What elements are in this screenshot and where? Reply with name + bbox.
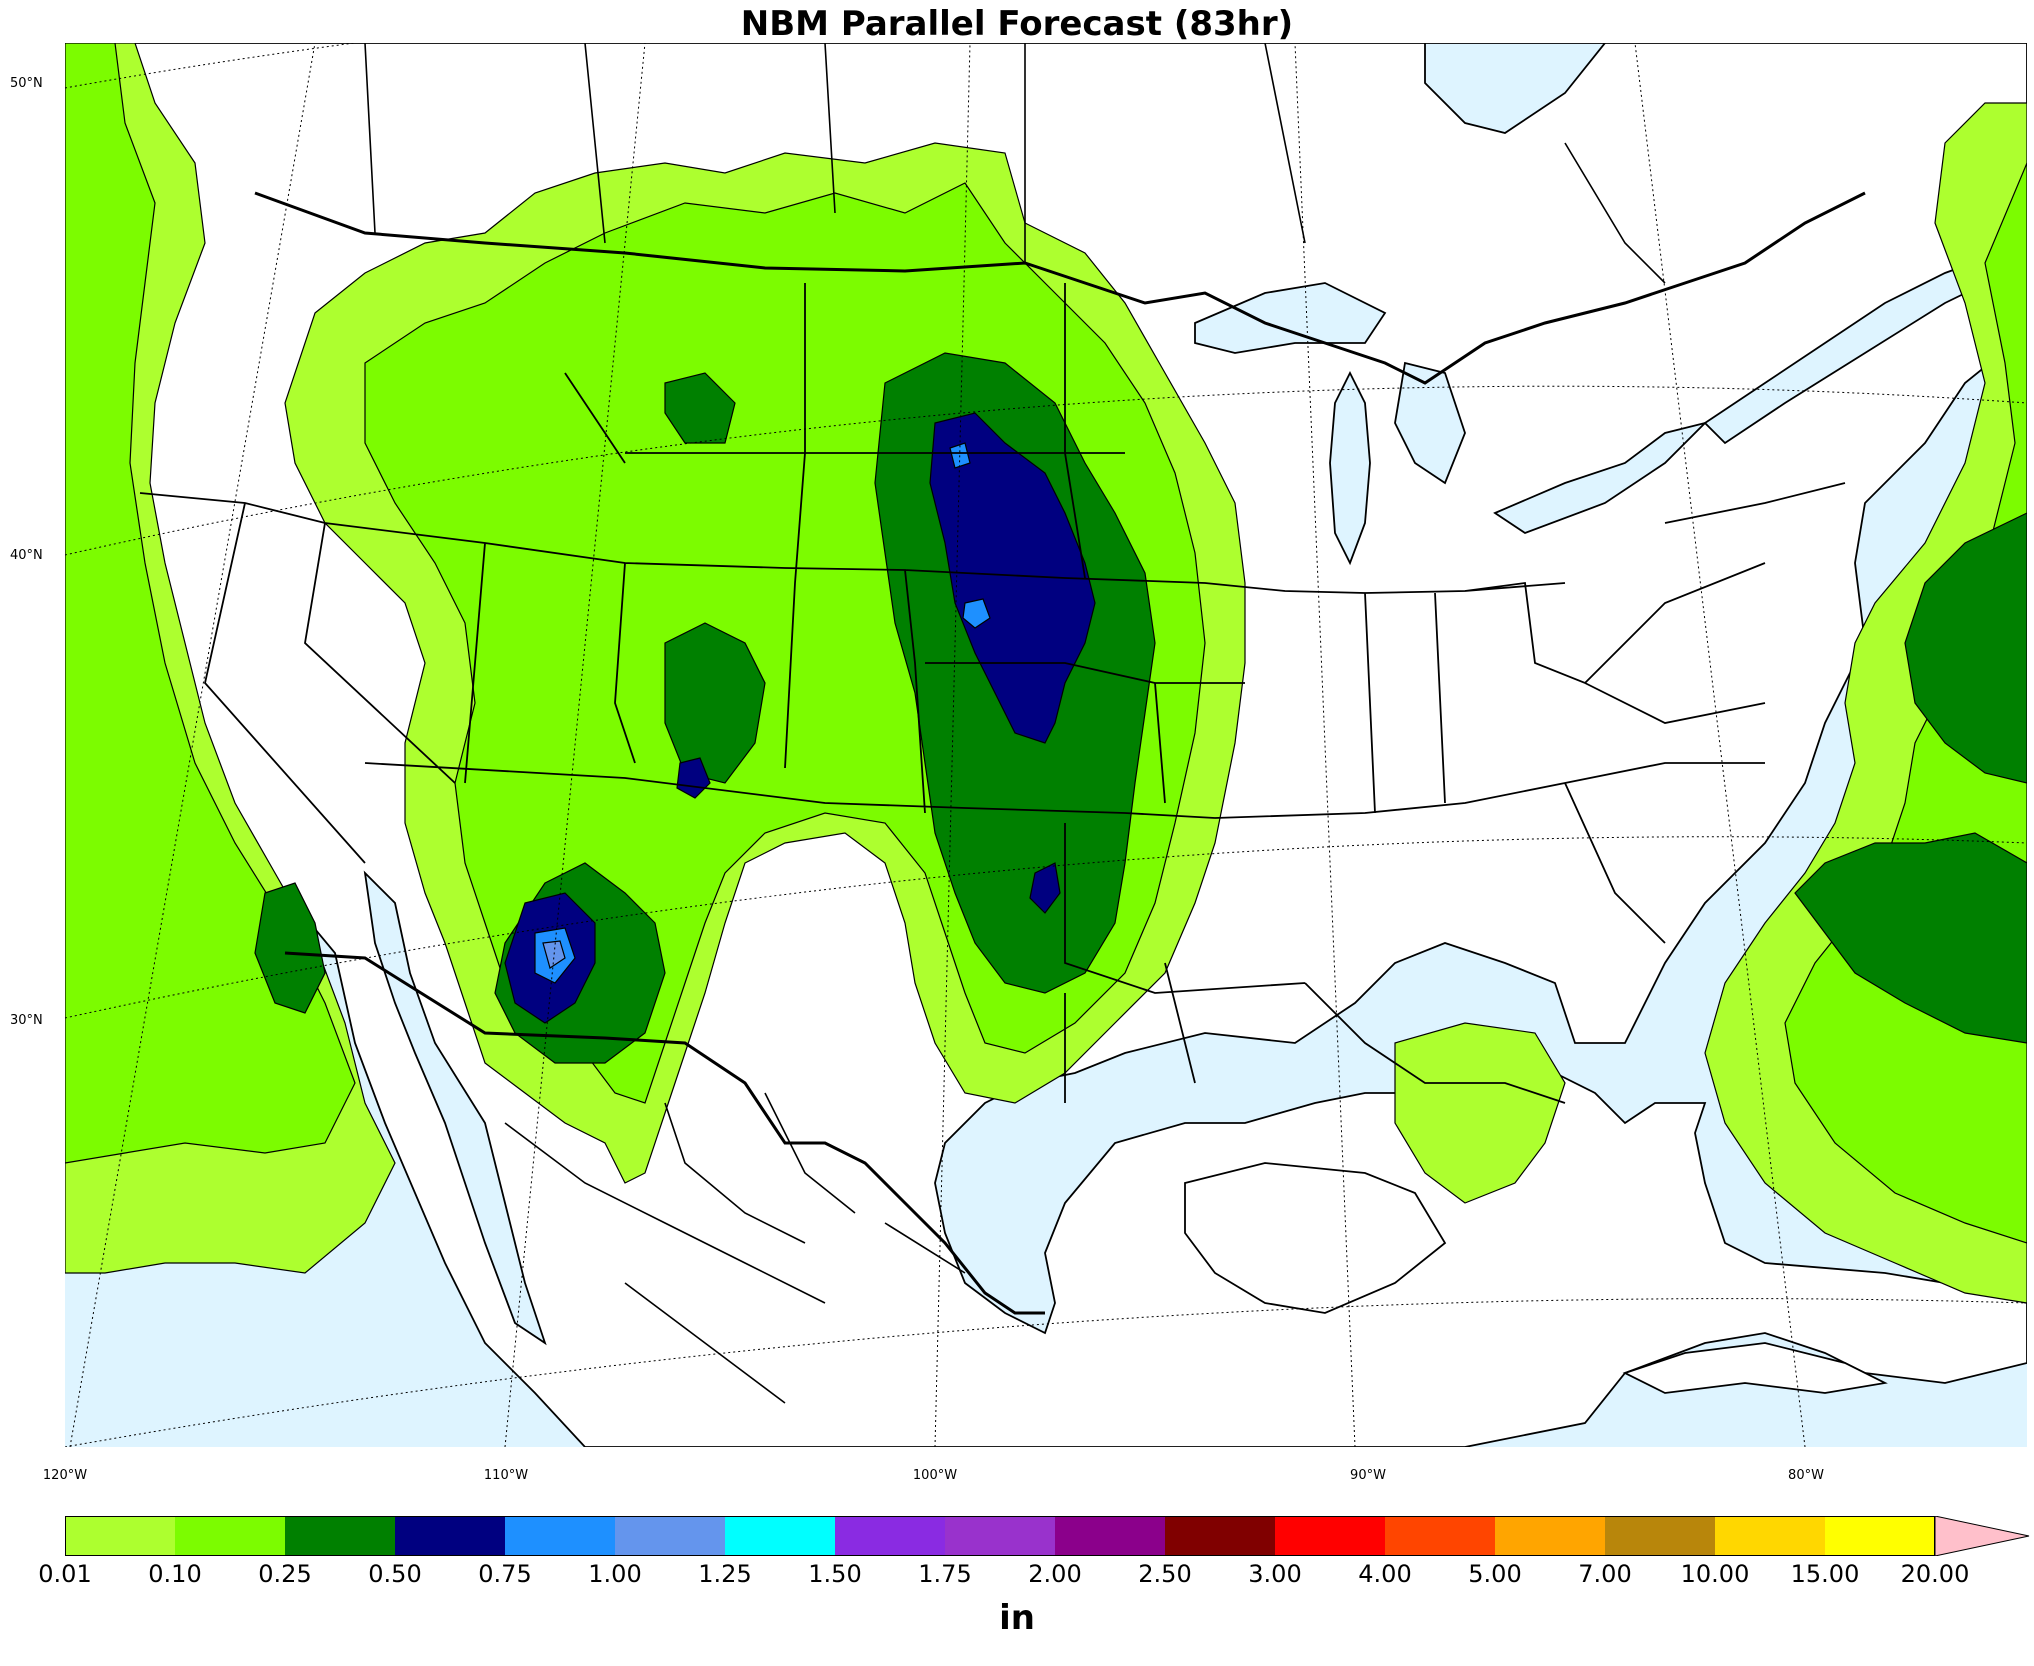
- colorbar-tick-label: 10.00: [1680, 1560, 1750, 1588]
- colorbar-swatch: [615, 1516, 726, 1556]
- precip-field-0.50: [929, 412, 1096, 744]
- precip-field-0.25: [1794, 832, 2027, 1044]
- meridian-110w: [504, 43, 646, 1447]
- colorbar-tick-label: 1.75: [918, 1560, 972, 1588]
- colorbar-swatch: [1495, 1516, 1606, 1556]
- graticule: [65, 43, 2027, 1447]
- hudson-bay-water: [1424, 43, 1607, 134]
- colorbar-swatch: [1605, 1516, 1716, 1556]
- colorbar-swatch: [65, 1516, 176, 1556]
- lon-label-100w: 100°W: [912, 1468, 958, 1483]
- colorbar-tick-label: 0.10: [148, 1560, 202, 1588]
- colorbar-tick-label: 0.25: [258, 1560, 312, 1588]
- colorbar-swatch: [1165, 1516, 1276, 1556]
- meridian-90w: [1294, 43, 1356, 1447]
- canada-province-borders: [364, 43, 1666, 284]
- colorbar-swatch: [1825, 1516, 1936, 1556]
- parallel-20n: [65, 1298, 2027, 1447]
- baja-gulf-water: [363, 870, 547, 1346]
- lon-label-120w: 120°W: [42, 1468, 88, 1483]
- parallel-40n: [65, 385, 2027, 556]
- colorbar: [65, 1516, 2030, 1556]
- meridian-100w: [934, 43, 971, 1447]
- colorbar-swatch: [1385, 1516, 1496, 1556]
- precip-field-0.75: [962, 598, 991, 629]
- colorbar-swatch: [835, 1516, 946, 1556]
- colorbar-tick-label: 15.00: [1790, 1560, 1860, 1588]
- lake-huron: [1394, 361, 1466, 485]
- lake-superior: [1194, 282, 1387, 354]
- colorbar-tick-label: 2.00: [1028, 1560, 1082, 1588]
- precip-field-0.25: [1904, 512, 2027, 784]
- state-borders: [139, 283, 1846, 1104]
- colorbar-swatch: [505, 1516, 616, 1556]
- lon-label-80w: 80°W: [1788, 1468, 1824, 1483]
- map-title: NBM Parallel Forecast (83hr): [740, 4, 1294, 44]
- colorbar-extend-arrow: [1934, 1516, 2030, 1556]
- colorbar-swatch: [1715, 1516, 1826, 1556]
- mexico-state-borders: [504, 1092, 966, 1404]
- precip-field-0.50: [1029, 862, 1061, 914]
- colorbar-tick-label: 1.25: [698, 1560, 752, 1588]
- colorbar-tick-label: 0.75: [478, 1560, 532, 1588]
- colorbar-swatch: [725, 1516, 836, 1556]
- colorbar-tick-label: 1.00: [588, 1560, 642, 1588]
- parallel-30n: [65, 836, 2027, 1019]
- colorbar-swatch: [175, 1516, 286, 1556]
- colorbar-tick-label: 7.00: [1578, 1560, 1632, 1588]
- lat-label-50n: 50°N: [10, 76, 43, 91]
- lat-label-30n: 30°N: [10, 1013, 43, 1028]
- colorbar-tick-label: 0.50: [368, 1560, 422, 1588]
- lon-label-90w: 90°W: [1350, 1468, 1386, 1483]
- precip-field-1.00: [542, 940, 566, 969]
- yucatan-land: [1184, 1162, 1447, 1314]
- colorbar-swatch: [395, 1516, 506, 1556]
- colorbar-swatch: [1055, 1516, 1166, 1556]
- lon-label-110w: 110°W: [483, 1468, 529, 1483]
- lake-michigan: [1329, 370, 1371, 566]
- precip-field-0.25: [664, 372, 736, 444]
- colorbar-swatch: [285, 1516, 396, 1556]
- precip-field-0.25: [254, 882, 326, 1014]
- colorbar-tick-label: 5.00: [1468, 1560, 1522, 1588]
- precipitation-map: [65, 43, 2027, 1447]
- st-lawrence: [1703, 242, 2027, 445]
- cuba: [1622, 1342, 1888, 1394]
- colorbar-swatch: [945, 1516, 1056, 1556]
- colorbar-tick-label: 1.50: [808, 1560, 862, 1588]
- colorbar-outline: [65, 1516, 1935, 1556]
- colorbar-swatch: [1275, 1516, 1386, 1556]
- precip-field-0.01: [1394, 1022, 1566, 1204]
- precip-field-0.10: [65, 43, 356, 1164]
- colorbar-tick-label: 2.50: [1138, 1560, 1192, 1588]
- colorbar-tick-label: 20.00: [1900, 1560, 1970, 1588]
- colorbar-tick-label: 0.01: [38, 1560, 92, 1588]
- meridian-80w: [1634, 43, 1806, 1447]
- precip-field-0.25: [664, 622, 766, 784]
- colorbar-tick-label: 3.00: [1248, 1560, 1302, 1588]
- colorbar-tick-label: 4.00: [1358, 1560, 1412, 1588]
- colorbar-unit: in: [999, 1598, 1035, 1638]
- lat-label-40n: 40°N: [10, 548, 43, 563]
- precip-contours: [65, 43, 2027, 1304]
- us-mexico-border: [284, 951, 1045, 1315]
